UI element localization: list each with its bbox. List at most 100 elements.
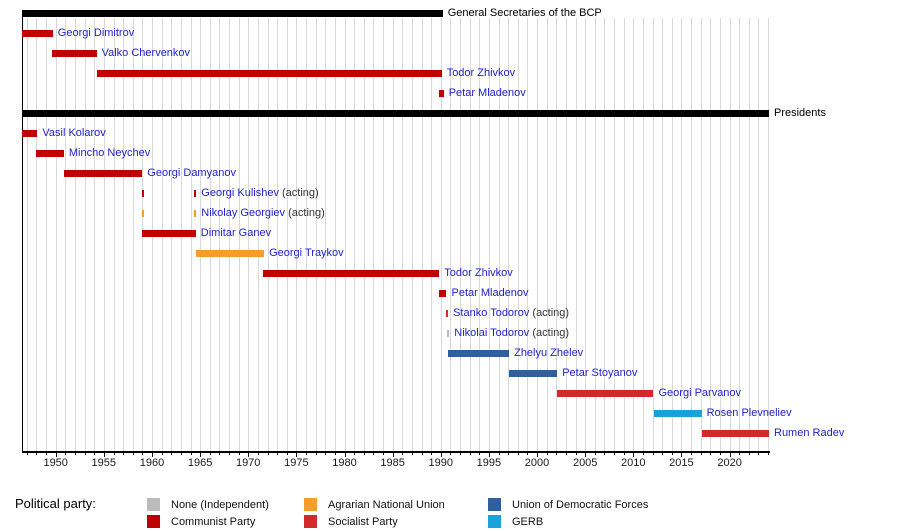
axis-minor-tick: [123, 451, 125, 455]
axis-minor-tick: [190, 451, 192, 455]
axis-minor-tick: [614, 451, 615, 455]
gridline-year: [363, 18, 365, 451]
person-name-link[interactable]: Todor Zhivkov: [444, 267, 513, 279]
person-name-link[interactable]: Vasil Kolarov: [42, 127, 106, 139]
axis-minor-tick: [469, 451, 471, 455]
gridline-year: [460, 18, 461, 451]
axis-major-tick: [488, 451, 490, 457]
axis-minor-tick: [758, 451, 760, 455]
gridline-year: [383, 18, 384, 451]
gridline-year: [344, 18, 346, 451]
person-name-link[interactable]: Stanko Todorov: [453, 307, 530, 319]
axis-major-tick: [729, 451, 731, 457]
person-label: Nikolai Todorov (acting): [454, 327, 569, 340]
person-name-link[interactable]: Rosen Plevneliev: [706, 407, 792, 419]
person-label: Nikolay Georgiev (acting): [201, 207, 325, 220]
timeline-bar: [96, 70, 442, 77]
timeline-tick-bar: [446, 310, 449, 317]
gridline-year: [123, 18, 125, 451]
axis-major-tick: [440, 451, 442, 457]
axis-minor-tick: [315, 451, 317, 455]
axis-major-tick: [152, 451, 153, 457]
axis-minor-tick: [604, 451, 606, 455]
legend-swatch-gerb: [488, 515, 501, 528]
axis-minor-tick: [479, 451, 481, 455]
gridline-year: [26, 18, 28, 451]
axis-year-label: 2015: [669, 457, 694, 469]
gridline-year: [46, 18, 48, 451]
axis-year-label: 1965: [187, 457, 213, 469]
timeline-tick-bar: [141, 190, 144, 197]
person-name-link[interactable]: Rumen Radev: [774, 427, 845, 439]
person-name-link[interactable]: Valko Chervenkov: [101, 47, 191, 59]
axis-minor-tick: [180, 451, 182, 455]
person-label: Dimitar Ganev: [201, 227, 271, 240]
person-name-link[interactable]: Petar Mladenov: [448, 87, 526, 99]
person-name-link[interactable]: Nikolay Georgiev: [201, 207, 286, 219]
gridline-year: [113, 18, 115, 451]
gridline-year: [594, 18, 596, 451]
gridline-year: [681, 18, 683, 451]
person-name-link[interactable]: Nikolai Todorov: [454, 327, 530, 339]
gridline-year: [306, 18, 307, 451]
gridline-year: [238, 18, 240, 451]
person-label: Rosen Plevneliev: [707, 407, 792, 420]
timeline-bar: [36, 150, 64, 157]
gridline-year: [758, 18, 760, 451]
gridline-year: [65, 18, 67, 451]
person-name-link[interactable]: Georgi Parvanov: [658, 387, 742, 399]
person-name-link[interactable]: Zhelyu Zhelev: [514, 347, 584, 359]
gridline-year: [623, 18, 625, 451]
legend-swatch-agrarian: [304, 498, 317, 511]
timeline-bar: [51, 50, 97, 57]
person-name-link[interactable]: Petar Mladenov: [451, 287, 529, 299]
gridline-year: [508, 18, 510, 451]
axis-year-label: 2010: [621, 457, 646, 469]
axis-minor-tick: [286, 451, 288, 455]
axis-major-tick: [103, 451, 105, 457]
gridline-year: [315, 18, 317, 451]
person-name-link[interactable]: Georgi Kulishev: [201, 187, 279, 199]
axis-year-label: 1985: [380, 457, 405, 469]
gridline-year: [479, 18, 481, 451]
axis-minor-tick: [402, 451, 404, 455]
axis-minor-tick: [642, 451, 644, 455]
legend-title: Political party:: [15, 496, 96, 511]
axis-minor-tick: [739, 451, 741, 455]
axis-minor-tick: [267, 451, 269, 455]
timeline-bar: [447, 350, 510, 357]
gridline-year: [248, 18, 250, 451]
person-name-link[interactable]: Dimitar Ganev: [200, 227, 272, 239]
axis-year-label: 2020: [717, 457, 742, 469]
gridline-year: [392, 18, 394, 451]
legend-label-agrarian: Agrarian National Union: [328, 499, 445, 511]
person-name-link[interactable]: Todor Zhivkov: [446, 67, 516, 79]
timeline-bar: [509, 370, 558, 377]
gridline-year: [633, 18, 635, 451]
person-name-link[interactable]: Georgi Traykov: [269, 247, 344, 259]
axis-minor-tick: [411, 451, 413, 455]
gridline-year: [575, 18, 577, 451]
gridline-year: [450, 18, 452, 451]
axis-minor-tick: [431, 451, 433, 455]
person-name-link[interactable]: Georgi Damyanov: [147, 167, 236, 179]
gridline-year: [257, 18, 259, 451]
legend-label-gerb: GERB: [512, 516, 544, 528]
gridline-year: [229, 18, 230, 451]
axis-minor-tick: [508, 451, 510, 455]
gridline-year: [209, 18, 211, 451]
person-label: Mincho Neychev: [69, 147, 150, 160]
person-name-link[interactable]: Georgi Dimitrov: [57, 27, 135, 39]
gridline-year: [334, 18, 336, 451]
person-label: Todor Zhivkov: [447, 67, 515, 80]
axis-minor-tick: [354, 451, 356, 455]
axis-minor-tick: [334, 451, 336, 455]
person-name-link[interactable]: Mincho Neychev: [68, 147, 151, 159]
gridline-year: [585, 18, 587, 451]
legend-swatch-none: [147, 498, 160, 511]
gridline-year: [700, 18, 702, 451]
plot-left-border: [22, 10, 23, 451]
legend-label-none: None (Independent): [171, 499, 269, 511]
person-name-link[interactable]: Petar Stoyanov: [562, 367, 638, 379]
